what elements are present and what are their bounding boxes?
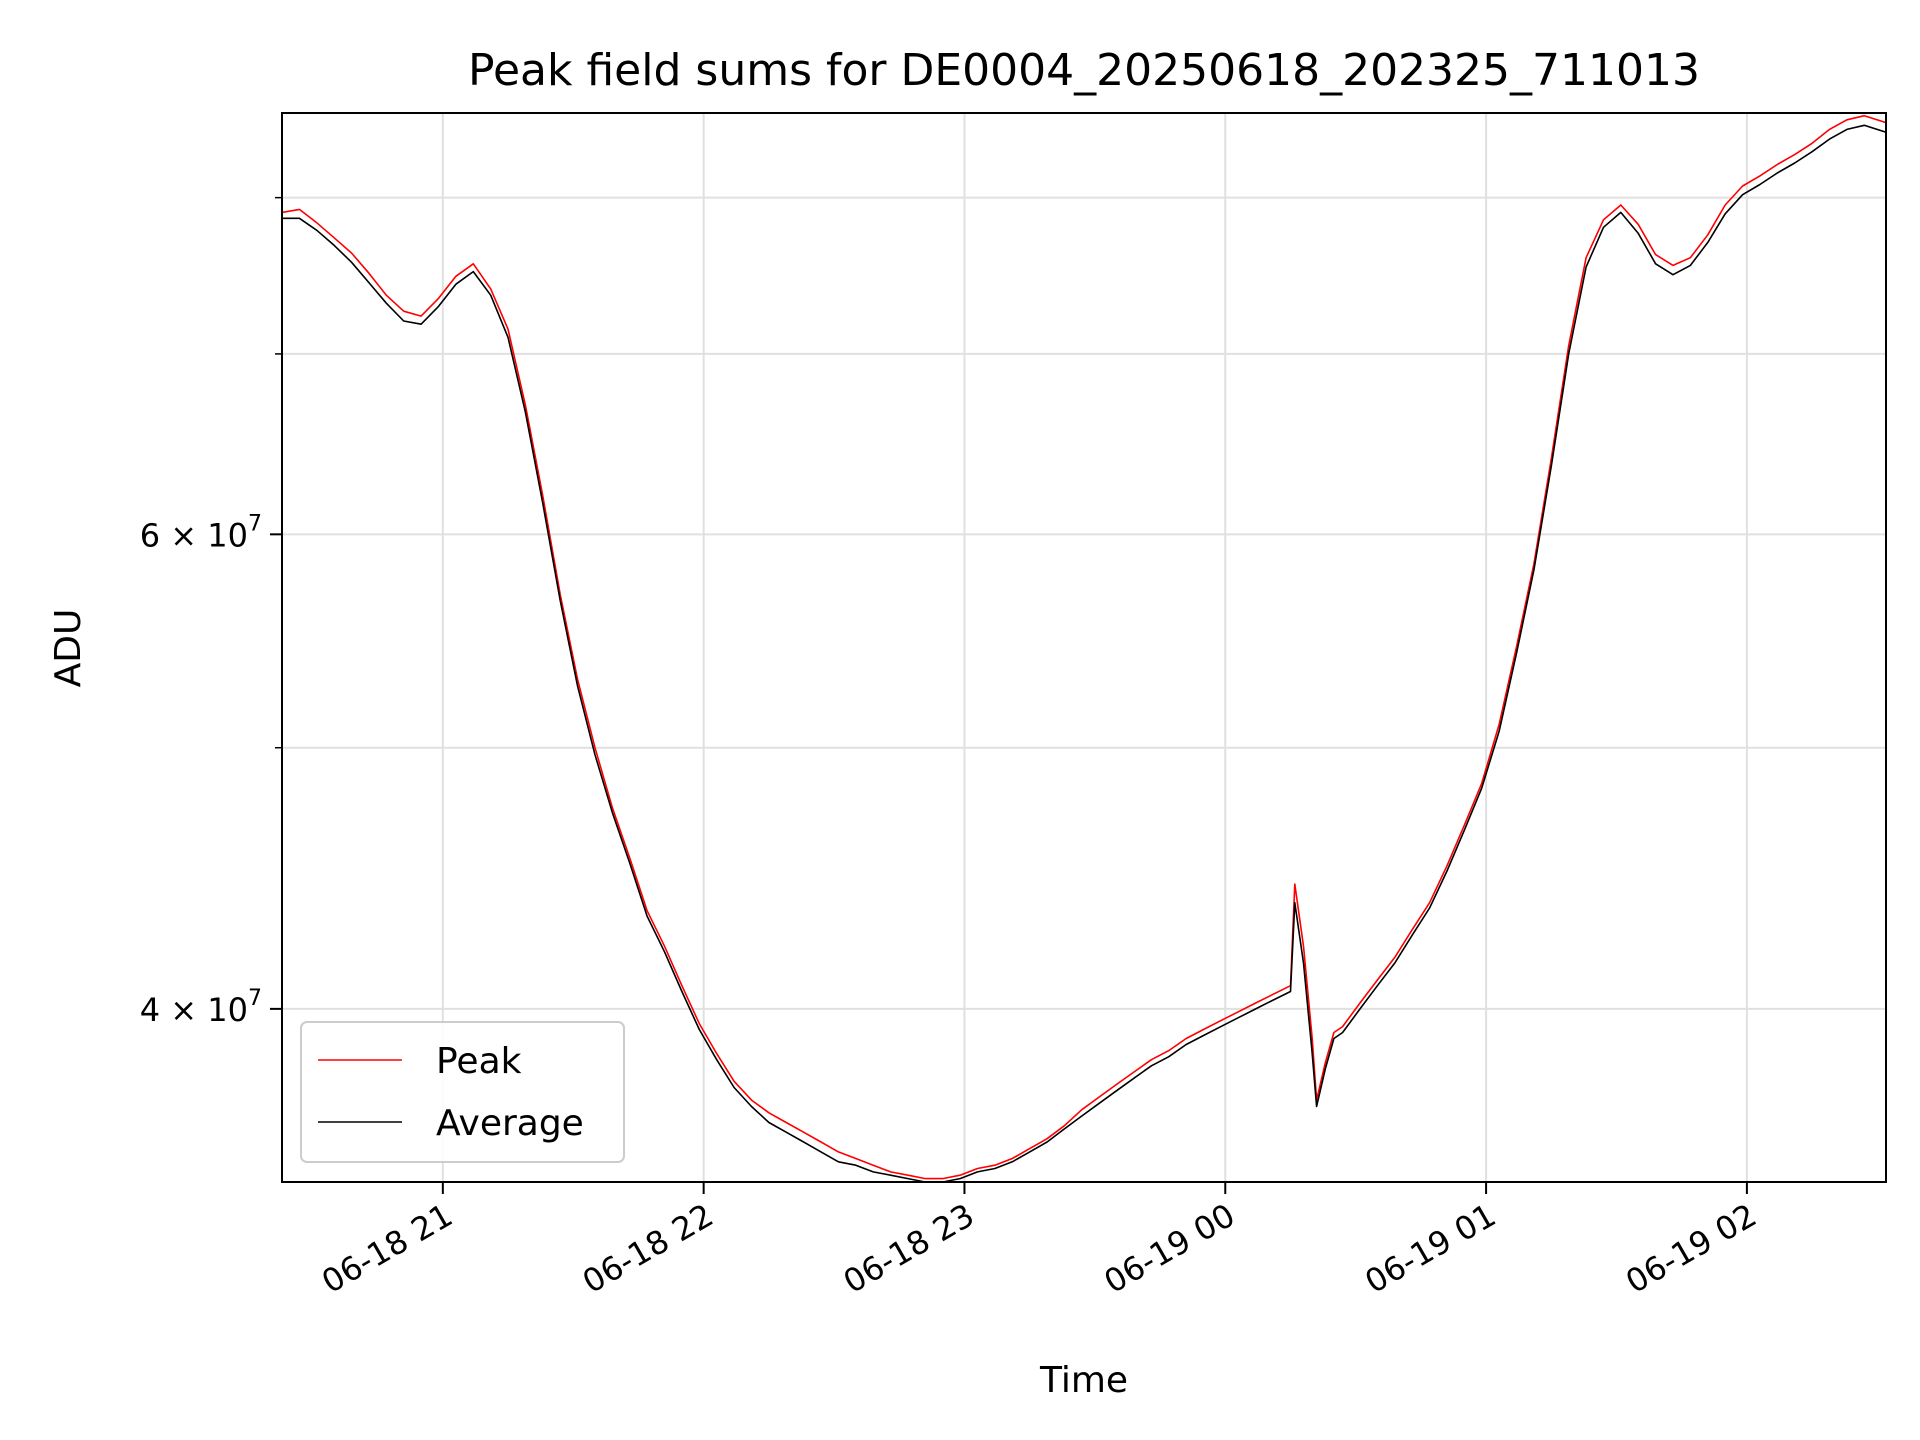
series-layer	[282, 114, 1886, 1182]
legend-label-peak: Peak	[436, 1041, 522, 1082]
legend-frame	[300, 1021, 625, 1163]
series-line-peak	[282, 114, 1886, 1180]
y-tick-label: 6 × 107	[140, 511, 262, 554]
y-axis-label: ADU	[48, 609, 89, 688]
y-tick-times: × 10	[160, 516, 248, 554]
legend: Peak Average	[300, 1021, 625, 1163]
legend-label-average: Average	[436, 1103, 584, 1144]
y-tick-label: 4 × 107	[140, 986, 262, 1029]
y-tick-mantissa: 4	[140, 991, 160, 1029]
y-tick-exponent: 7	[248, 986, 262, 1011]
series-line-average	[282, 124, 1886, 1182]
x-axis-label: Time	[1039, 1360, 1128, 1401]
y-tick-times: × 10	[160, 991, 248, 1029]
chart-title: Peak field sums for DE0004_20250618_2023…	[468, 45, 1700, 96]
y-tick-mantissa: 6	[140, 516, 160, 554]
y-tick-exponent: 7	[248, 511, 262, 536]
plot-frame	[281, 112, 1887, 1183]
